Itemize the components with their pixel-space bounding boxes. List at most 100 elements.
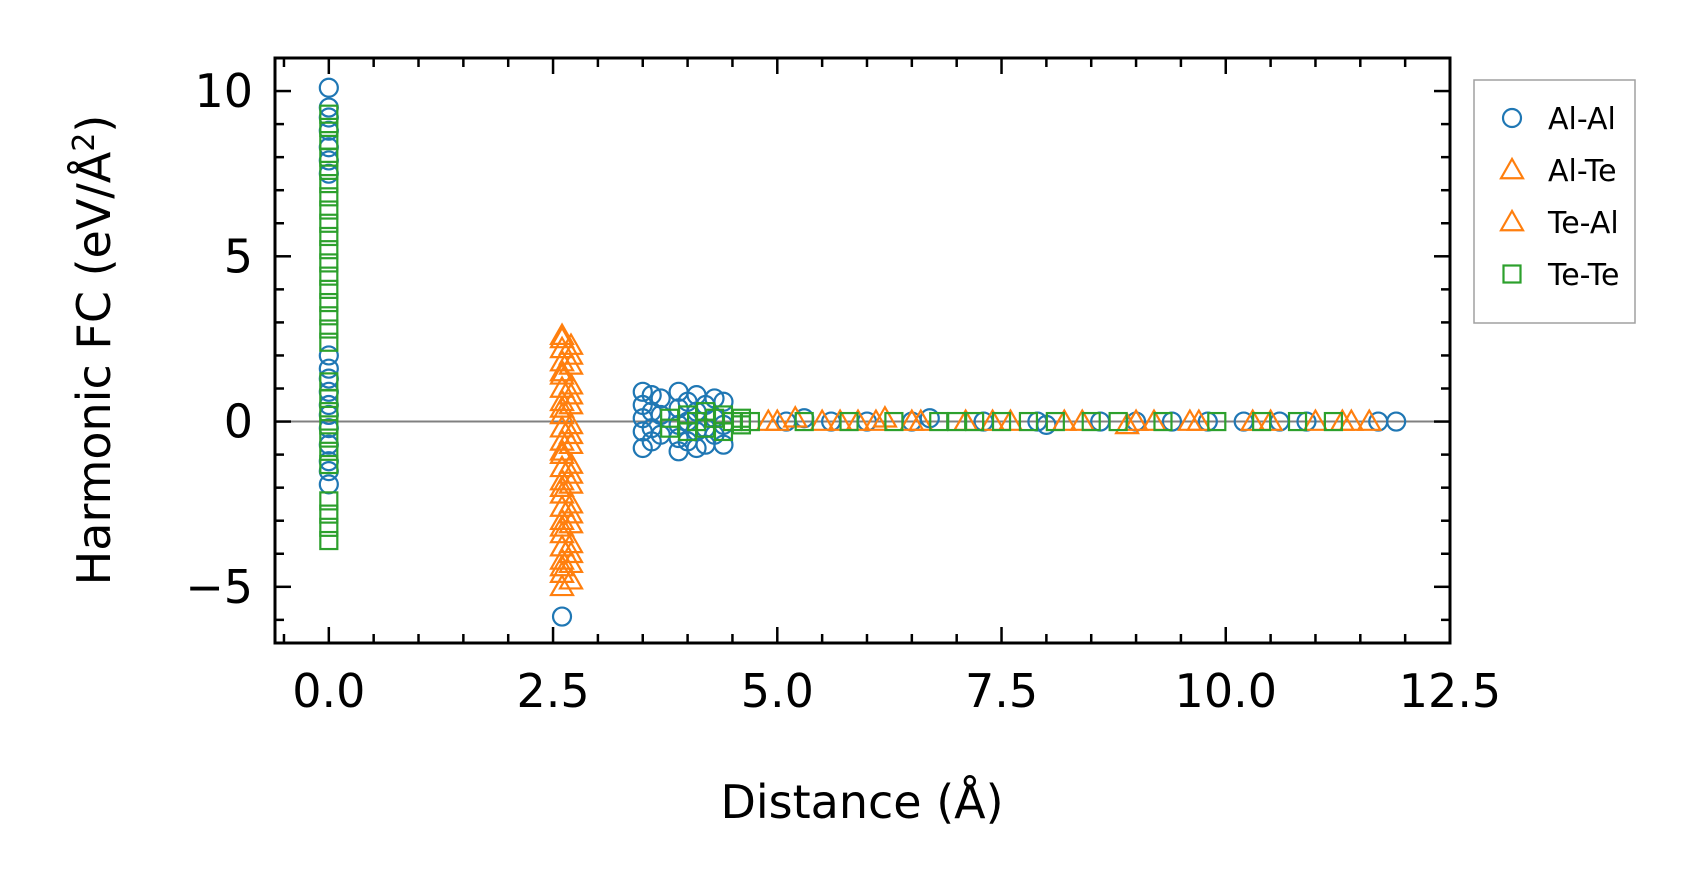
y-axis-label-end: ) xyxy=(67,115,121,133)
data-point xyxy=(907,408,934,431)
data-point xyxy=(1287,411,1308,432)
data-point xyxy=(549,514,575,537)
data-point xyxy=(319,428,339,448)
x-tick-label: 12.5 xyxy=(1399,664,1501,718)
y-axis-label-sup: 2 xyxy=(67,133,102,152)
legend-item-al-te: Al-Te xyxy=(1499,154,1617,189)
data-point xyxy=(1386,411,1407,432)
data-point xyxy=(319,292,339,313)
y-tick-label: 0 xyxy=(224,395,253,449)
legend-item-al-al: Al-Al xyxy=(1501,102,1616,137)
data-point xyxy=(1114,411,1140,435)
legend-label: Al-Te xyxy=(1548,154,1617,189)
data-point xyxy=(319,504,339,524)
legend-marker xyxy=(1499,208,1525,232)
data-point xyxy=(319,415,339,435)
legend-label: Te-Al xyxy=(1547,206,1619,241)
data-point xyxy=(549,474,575,498)
x-tick-label: 10.0 xyxy=(1175,664,1277,718)
data-point xyxy=(549,414,575,438)
data-point xyxy=(319,279,339,299)
y-tick-label: −5 xyxy=(185,560,253,614)
data-point xyxy=(319,388,339,409)
data-point xyxy=(319,173,339,194)
data-point xyxy=(1176,408,1203,431)
data-point xyxy=(319,226,339,247)
y-axis-label: Harmonic FC (eV/Å2) xyxy=(67,115,121,586)
data-point xyxy=(319,117,339,138)
data-point xyxy=(319,517,339,537)
data-point xyxy=(1323,411,1343,432)
data-point xyxy=(549,325,575,349)
data-point xyxy=(318,345,339,366)
data-point xyxy=(319,306,339,326)
legend: Al-Al Al-Te Te-Al Te-Te xyxy=(1473,79,1636,324)
data-point xyxy=(641,385,662,406)
data-point xyxy=(650,388,671,409)
data-point xyxy=(549,322,575,345)
x-axis-label: Distance (Å) xyxy=(720,775,1003,829)
data-point xyxy=(549,553,575,577)
x-tick-label: 0.0 xyxy=(292,664,365,718)
data-point xyxy=(319,441,339,461)
data-point xyxy=(1018,411,1039,432)
data-point xyxy=(558,381,584,405)
data-point xyxy=(1302,408,1329,431)
data-point xyxy=(319,266,339,286)
legend-frame xyxy=(1473,79,1636,324)
legend-marker xyxy=(1499,156,1525,180)
data-point xyxy=(740,411,760,432)
data-point xyxy=(319,187,339,207)
data-point xyxy=(809,408,836,431)
data-point xyxy=(884,411,904,432)
data-point xyxy=(558,421,584,445)
data-point xyxy=(319,213,339,233)
data-point xyxy=(319,402,339,422)
data-point xyxy=(764,408,791,431)
plot-frame xyxy=(273,56,1452,645)
data-point xyxy=(319,104,339,124)
data-point xyxy=(558,342,584,365)
data-point xyxy=(319,160,339,180)
data-point xyxy=(1108,411,1128,432)
y-axis-label-main: Harmonic FC (eV/Å xyxy=(67,151,121,585)
x-tick-label: 2.5 xyxy=(516,664,589,718)
data-point xyxy=(965,411,985,432)
series-te-al xyxy=(549,325,1356,577)
series-te-te xyxy=(319,104,1343,551)
data-point xyxy=(794,411,814,432)
x-tick-label: 7.5 xyxy=(965,664,1038,718)
data-point xyxy=(319,491,339,511)
data-point xyxy=(1045,411,1065,432)
legend-item-te-te: Te-Te xyxy=(1502,258,1619,293)
data-point xyxy=(1153,411,1173,432)
data-point xyxy=(632,381,653,402)
legend-label: Te-Te xyxy=(1547,258,1619,293)
data-point xyxy=(319,319,339,339)
data-point xyxy=(549,573,575,597)
data-point xyxy=(549,358,575,382)
legend-item-te-al: Te-Al xyxy=(1499,206,1619,241)
data-point xyxy=(551,606,573,627)
data-point xyxy=(319,240,339,260)
legend-marker xyxy=(1502,264,1522,284)
data-point xyxy=(549,395,575,418)
data-point xyxy=(549,438,575,461)
data-point xyxy=(319,530,339,551)
data-point xyxy=(1356,408,1383,431)
data-point xyxy=(318,358,339,379)
data-point xyxy=(558,461,584,484)
data-point xyxy=(318,77,339,98)
legend-marker xyxy=(1501,107,1523,129)
data-point xyxy=(558,540,584,564)
data-point xyxy=(319,200,339,220)
data-point xyxy=(319,147,339,167)
data-point xyxy=(839,411,859,432)
x-tick-label: 5.0 xyxy=(741,664,814,718)
y-tick-label: 10 xyxy=(194,64,253,118)
data-point xyxy=(319,454,339,475)
legend-label: Al-Al xyxy=(1548,102,1616,137)
data-point xyxy=(319,253,339,273)
